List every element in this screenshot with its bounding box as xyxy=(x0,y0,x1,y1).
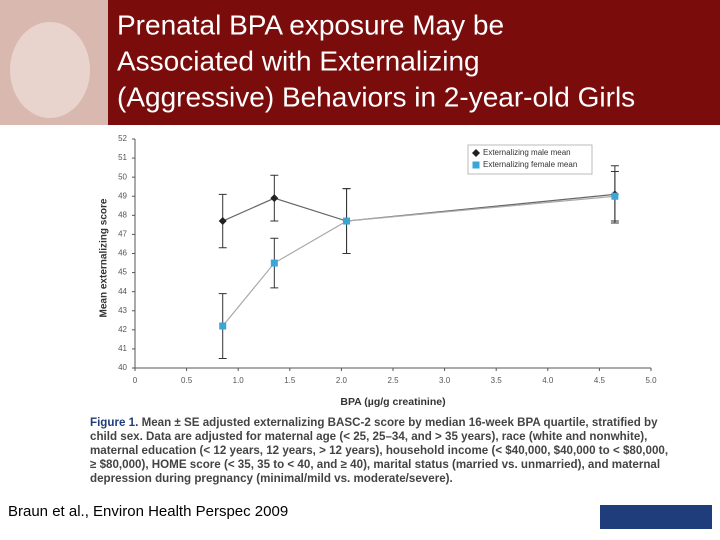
x-tick-label: 4.5 xyxy=(594,376,606,385)
x-tick-label: 0 xyxy=(133,376,138,385)
y-tick-label: 48 xyxy=(118,210,127,219)
figure-caption: Figure 1. Mean ± SE adjusted externalizi… xyxy=(90,416,670,486)
y-tick-label: 41 xyxy=(118,344,127,353)
y-tick-label: 45 xyxy=(118,268,127,277)
y-tick-label: 50 xyxy=(118,172,127,181)
logo xyxy=(600,505,712,529)
data-point xyxy=(270,259,278,267)
title-bar xyxy=(0,0,720,125)
legend-marker xyxy=(472,149,480,157)
y-tick-label: 44 xyxy=(118,287,127,296)
y-tick-label: 51 xyxy=(118,153,127,162)
y-tick-label: 40 xyxy=(118,363,127,372)
data-point xyxy=(219,322,227,330)
x-axis-label: BPA (µg/g creatinine) xyxy=(340,396,445,408)
title-line: Prenatal BPA exposure May be xyxy=(117,9,504,40)
x-tick-label: 4.0 xyxy=(542,376,554,385)
data-point xyxy=(611,192,619,200)
y-tick-label: 46 xyxy=(118,249,127,258)
x-tick-label: 1.5 xyxy=(284,376,296,385)
y-axis-label: Mean externalizing score xyxy=(99,198,110,317)
x-tick-label: 2.5 xyxy=(387,376,399,385)
legend-label: Externalizing male mean xyxy=(483,148,571,157)
series-line xyxy=(222,195,615,327)
caption-label: Figure 1. xyxy=(90,416,139,429)
x-tick-label: 0.5 xyxy=(181,376,193,385)
flask-shape xyxy=(10,22,90,118)
data-point xyxy=(218,217,227,226)
x-tick-label: 5.0 xyxy=(645,376,657,385)
data-point xyxy=(270,194,279,203)
y-tick-label: 52 xyxy=(118,134,127,143)
y-tick-label: 49 xyxy=(118,191,127,200)
y-tick-label: 42 xyxy=(118,325,127,334)
title-line: (Aggressive) Behaviors in 2-year-old Gir… xyxy=(117,81,635,112)
title-line: Associated with Externalizing xyxy=(117,45,480,76)
y-tick-label: 43 xyxy=(118,306,127,315)
legend-label: Externalizing female mean xyxy=(483,160,577,169)
x-tick-label: 3.0 xyxy=(439,376,451,385)
caption-text: Mean ± SE adjusted externalizing BASC-2 … xyxy=(90,416,669,485)
citation: Braun et al., Environ Health Perspec 200… xyxy=(8,503,289,520)
x-tick-label: 2.0 xyxy=(336,376,348,385)
series-line xyxy=(222,193,615,222)
data-point xyxy=(343,217,351,225)
x-tick-label: 3.5 xyxy=(491,376,503,385)
x-tick-label: 1.0 xyxy=(233,376,245,385)
legend-box xyxy=(467,144,593,175)
legend-marker xyxy=(472,161,480,169)
y-tick-label: 47 xyxy=(118,230,127,239)
